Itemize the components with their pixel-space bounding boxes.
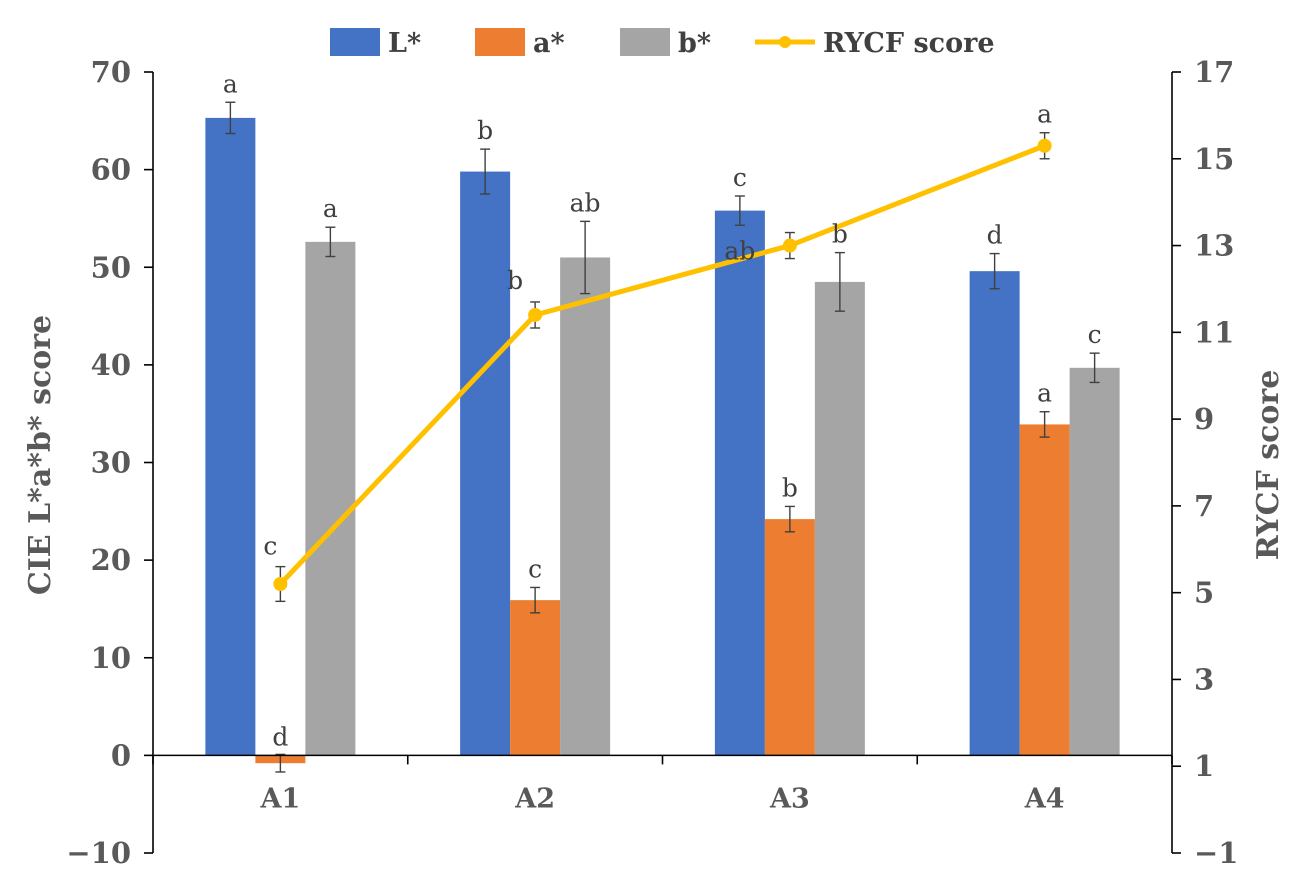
y-left-tick-label: 0 — [111, 738, 131, 772]
x-tick-label: A1 — [260, 783, 301, 814]
significance-label: b — [832, 220, 848, 249]
significance-label: ab — [570, 188, 601, 217]
legend-swatch-Lstar — [330, 28, 380, 56]
legend: L* a* b* RYCF score — [330, 28, 995, 59]
y-right-tick-label: 13 — [1194, 229, 1234, 263]
y-right-tick-label: 11 — [1194, 315, 1234, 349]
legend-marker-rycf — [779, 36, 791, 48]
bar-Lstar-A4 — [969, 271, 1020, 756]
line-point-A3 — [782, 238, 797, 253]
y-left-tick-label: 40 — [91, 348, 131, 382]
y-right-tick-label: −1 — [1194, 836, 1238, 870]
significance-label: c — [1088, 320, 1102, 349]
significance-label: d — [987, 221, 1003, 250]
y-right-tick-label: 1 — [1194, 749, 1214, 783]
x-tick-label: A3 — [769, 783, 810, 814]
x-tick-label: A2 — [514, 783, 555, 814]
y-right-tick-label: 9 — [1194, 402, 1214, 436]
y-left-tick-label: −10 — [66, 836, 131, 870]
error-bars-group — [225, 101, 1100, 773]
significance-label: d — [272, 722, 288, 751]
y-left-tick-label: 10 — [91, 641, 131, 675]
y-left-tick-label: 20 — [91, 543, 131, 577]
line-significance-label: c — [263, 532, 277, 561]
y-right-tick-label: 15 — [1194, 142, 1234, 176]
y-left-tick-label: 60 — [91, 153, 131, 187]
bar-bstar-A3 — [814, 281, 865, 756]
y-axis-right-title: RYCF score — [1251, 370, 1286, 561]
legend-swatch-bstar — [620, 28, 670, 56]
y-right-tick-label: 17 — [1194, 55, 1234, 89]
legend-swatch-astar — [475, 28, 525, 56]
bar-astar-A2 — [510, 600, 561, 756]
bar-bstar-A1 — [305, 241, 356, 756]
legend-label: a* — [533, 28, 565, 59]
bar-bstar-A2 — [560, 257, 611, 756]
legend-label: L* — [388, 28, 421, 59]
x-tick-label: A4 — [1024, 783, 1065, 814]
significance-label: a — [223, 69, 238, 98]
line-significance-label: b — [507, 266, 523, 295]
bar-Lstar-A1 — [205, 117, 256, 756]
significance-label: c — [733, 163, 747, 192]
y-left-tick-label: 70 — [91, 55, 131, 89]
line-point-A4 — [1037, 138, 1052, 153]
significance-label: a — [323, 194, 338, 223]
significance-label: a — [1037, 379, 1052, 408]
y-right-tick-label: 3 — [1194, 662, 1214, 696]
bar-astar-A4 — [1019, 424, 1070, 756]
line-group — [273, 132, 1052, 603]
significance-label: b — [477, 116, 493, 145]
legend-label: RYCF score — [823, 28, 995, 59]
bar-bstar-A4 — [1069, 367, 1120, 756]
line-point-A2 — [528, 307, 543, 322]
line-significance-label: ab — [724, 237, 755, 266]
legend-label: b* — [678, 28, 711, 59]
y-right-tick-label: 7 — [1194, 489, 1214, 523]
line-significance-label: a — [1037, 100, 1052, 129]
bars-group — [205, 117, 1120, 764]
y-left-tick-label: 50 — [91, 250, 131, 284]
y-right-tick-label: 5 — [1194, 576, 1214, 610]
bar-astar-A3 — [764, 519, 815, 756]
line-point-A1 — [273, 576, 288, 591]
significance-label: c — [528, 554, 542, 583]
significance-label: b — [782, 473, 798, 502]
bar-Lstar-A3 — [714, 210, 765, 756]
line-rycf-score — [278, 143, 1046, 586]
y-left-tick-label: 30 — [91, 446, 131, 480]
bar-Lstar-A2 — [460, 171, 511, 756]
y-axis-left-title: CIE L*a*b* score — [23, 315, 58, 595]
